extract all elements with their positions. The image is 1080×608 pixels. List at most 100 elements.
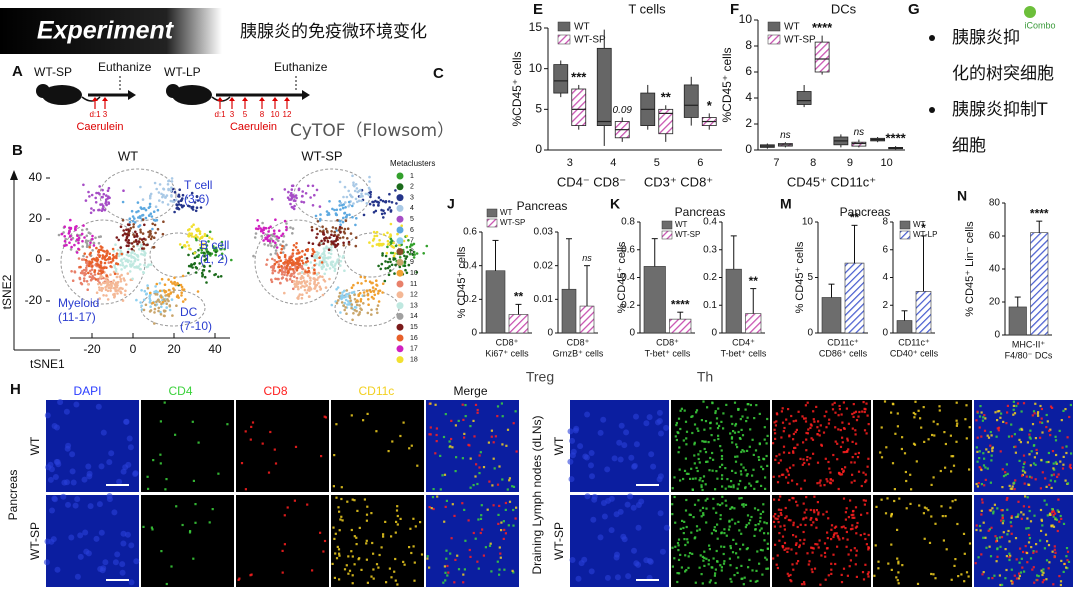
cell-dot: [376, 235, 379, 238]
signal-dot: [785, 419, 787, 421]
box: [684, 85, 698, 118]
signal-dot: [497, 405, 499, 407]
signal-dot: [1041, 431, 1043, 433]
signal-dot: [449, 445, 451, 447]
signal-dot: [774, 438, 776, 440]
cell-dot: [268, 227, 271, 230]
cell-dot: [363, 291, 366, 294]
cell-dot: [376, 312, 379, 315]
signal-dot: [686, 538, 688, 540]
cell-dot: [100, 262, 103, 265]
signal-dot: [699, 450, 701, 452]
cell-dot: [265, 263, 268, 266]
signal-dot: [1005, 569, 1007, 571]
signal-dot: [783, 525, 785, 527]
signal-dot: [773, 499, 775, 501]
cell-dot: [153, 236, 156, 239]
cell-dot: [104, 209, 107, 212]
signal-dot: [780, 514, 782, 516]
nucleus: [633, 414, 639, 420]
cell-dot: [100, 289, 103, 292]
cell-dot: [382, 200, 385, 203]
signal-dot: [1016, 558, 1018, 560]
signal-dot: [715, 569, 717, 571]
cell-dot: [91, 238, 94, 241]
signal-dot: [850, 549, 852, 551]
signal-dot: [451, 537, 453, 539]
signal-dot: [778, 475, 780, 477]
signal-dot: [497, 523, 499, 525]
cell-dot: [287, 191, 290, 194]
cell-dot: [271, 281, 274, 284]
signal-dot: [838, 538, 840, 540]
signal-dot: [844, 466, 846, 468]
nucleus: [132, 471, 138, 477]
signal-dot: [711, 434, 713, 436]
signal-dot: [311, 569, 313, 571]
signal-dot: [159, 454, 161, 456]
cell-dot: [149, 203, 152, 206]
signal-dot: [758, 563, 760, 565]
signal-dot: [496, 415, 498, 417]
cell-dot: [82, 184, 85, 187]
cell-dot: [97, 264, 100, 267]
signal-dot: [803, 539, 805, 541]
cell-dot: [157, 228, 160, 231]
signal-dot: [823, 484, 825, 486]
signal-dot: [856, 419, 858, 421]
cell-dot: [193, 252, 196, 255]
cell-dot: [275, 249, 278, 252]
mouse-head: [166, 84, 180, 98]
signal-dot: [977, 437, 979, 439]
cell-dot: [140, 253, 143, 256]
signal-dot: [352, 499, 354, 501]
signal-dot: [462, 457, 464, 459]
cell-dot: [278, 257, 281, 260]
cell-dot: [127, 272, 130, 275]
signal-dot: [1008, 553, 1010, 555]
cell-dot: [314, 259, 317, 262]
cell-dot: [260, 235, 263, 238]
signal-dot: [1048, 430, 1050, 432]
cell-dot: [112, 254, 115, 257]
cell-dot: [179, 243, 182, 246]
signal-dot: [991, 450, 993, 452]
injection-head: [259, 97, 265, 101]
signal-dot: [414, 562, 416, 564]
signal-dot: [783, 446, 785, 448]
signal-dot: [395, 532, 397, 534]
signal-dot: [748, 559, 750, 561]
cell-dot: [307, 185, 310, 188]
cell-dot: [324, 280, 327, 283]
cell-dot: [162, 301, 165, 304]
signal-dot: [979, 426, 981, 428]
x-tick-label: 5: [654, 157, 660, 169]
cell-dot: [272, 267, 275, 270]
signal-dot: [827, 517, 829, 519]
nucleus: [618, 509, 624, 515]
signal-dot: [740, 470, 742, 472]
signal-dot: [444, 579, 446, 581]
signal-dot: [975, 529, 977, 531]
cell-dot: [175, 207, 178, 210]
signal-dot: [740, 463, 742, 465]
cell-dot: [329, 267, 332, 270]
signal-dot: [682, 527, 684, 529]
signal-dot: [366, 520, 368, 522]
signal-dot: [1042, 572, 1044, 574]
signal-dot: [885, 446, 887, 448]
signal-dot: [834, 563, 836, 565]
signal-dot: [1006, 499, 1008, 501]
treatment-label: Caerulein: [230, 121, 277, 133]
cell-dot: [316, 233, 319, 236]
signal-dot: [689, 478, 691, 480]
signal-dot: [789, 519, 791, 521]
signal-dot: [738, 431, 740, 433]
cell-dot: [355, 245, 358, 248]
signal-dot: [923, 406, 925, 408]
cell-dot: [120, 225, 123, 228]
signal-dot: [819, 482, 821, 484]
signal-dot: [995, 540, 997, 542]
signal-dot: [841, 574, 843, 576]
signal-dot: [848, 516, 850, 518]
